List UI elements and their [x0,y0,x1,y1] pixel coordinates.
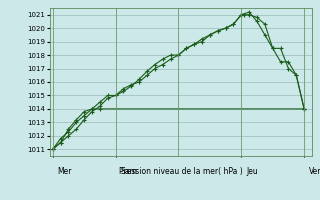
Text: Ven: Ven [309,167,320,176]
Text: Sam: Sam [120,167,137,176]
Text: Mer: Mer [58,167,72,176]
Text: Jeu: Jeu [246,167,258,176]
X-axis label: Pression niveau de la mer( hPa ): Pression niveau de la mer( hPa ) [119,167,243,176]
